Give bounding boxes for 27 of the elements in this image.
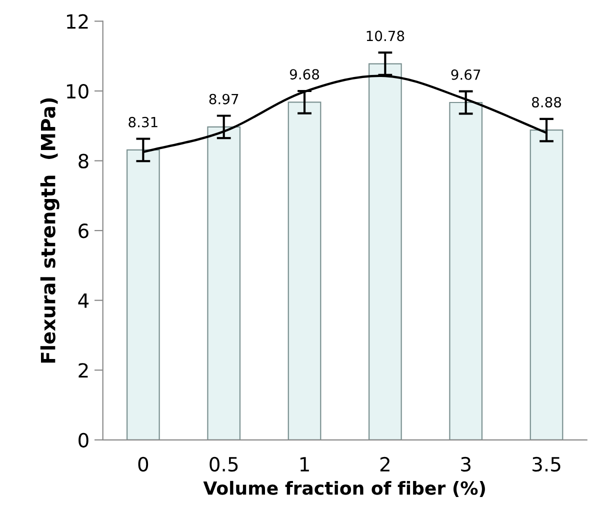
data-label: 10.78 (366, 30, 404, 42)
y-tick-label: 10 (67, 84, 88, 99)
data-label: 9.67 (451, 69, 480, 80)
data-label: 9.68 (290, 69, 320, 80)
x-tick-label: 3.5 (532, 456, 560, 472)
x-tick-label: 0 (138, 456, 148, 472)
x-axis-title: Volume fraction of fiber (%) (203, 480, 485, 498)
x-tick-label: 2 (380, 456, 390, 472)
y-tick-label: 4 (78, 294, 89, 308)
y-tick-label: 12 (67, 14, 88, 29)
y-axis-title: Flexural strength (MPa) (40, 98, 60, 363)
x-tick-label: 0.5 (210, 456, 238, 472)
x-tick-label: 1 (300, 457, 309, 472)
bar (368, 63, 402, 440)
bar (449, 102, 483, 440)
x-tick-label: 3 (461, 456, 470, 472)
data-label: 8.97 (209, 94, 238, 104)
bar (530, 130, 564, 440)
bar (207, 126, 241, 440)
y-tick-label: 0 (78, 432, 88, 448)
bar (126, 149, 160, 440)
data-label: 8.88 (532, 96, 562, 108)
bar (288, 102, 322, 440)
data-label: 8.31 (128, 116, 158, 128)
y-tick-label: 2 (78, 363, 88, 378)
y-tick-label: 6 (78, 224, 88, 238)
y-tick-label: 8 (78, 154, 88, 168)
